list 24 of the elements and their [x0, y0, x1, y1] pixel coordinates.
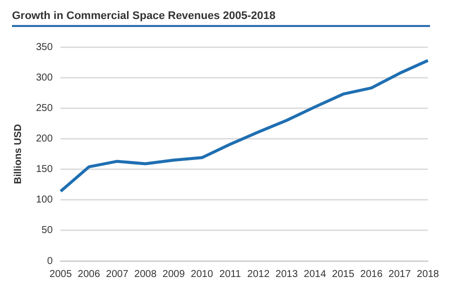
y-tick-label: 350 [36, 42, 54, 53]
x-tick-label: 2009 [162, 268, 186, 280]
y-tick-label: 150 [36, 164, 54, 176]
x-tick-label: 2011 [219, 268, 242, 280]
y-tick-label: 250 [36, 102, 54, 114]
y-tick-label: 100 [36, 194, 54, 206]
y-tick-label: 300 [36, 72, 54, 84]
x-tick-label: 2016 [360, 268, 383, 280]
x-tick-label: 2007 [106, 268, 129, 280]
y-axis-title: Billions USD [12, 124, 24, 184]
y-tick-label: 50 [42, 225, 54, 236]
x-tick-label: 2014 [304, 268, 326, 280]
x-tick-label: 2015 [332, 268, 355, 280]
x-tick-label: 2013 [276, 268, 298, 280]
chart-title: Growth in Commercial Space Revenues 2005-2018 [11, 9, 277, 24]
x-tick-label: 2012 [247, 268, 270, 280]
x-tick-label: 2006 [78, 268, 100, 280]
x-tick-label: 2018 [416, 268, 440, 280]
x-tick-label: 2010 [190, 268, 214, 280]
y-tick-label: 0 [47, 256, 54, 267]
y-tick-label: 200 [36, 133, 54, 144]
x-tick-label: 2005 [50, 268, 72, 280]
x-tick-label: 2017 [388, 268, 412, 280]
x-tick-label: 2008 [134, 268, 157, 280]
